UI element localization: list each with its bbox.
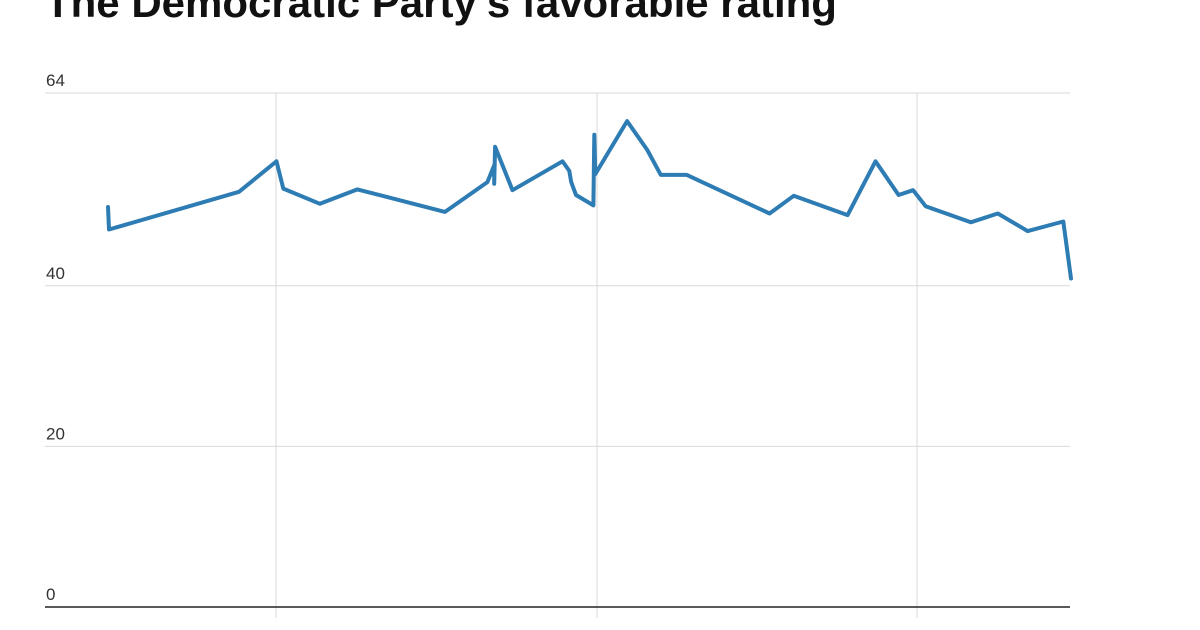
y-tick-labels: 0 20 40 64 [46, 71, 65, 604]
y-tick-label: 64 [46, 71, 65, 90]
y-tick-label: 0 [46, 585, 55, 604]
chart-title: The Democratic Party's favorable rating [45, 0, 837, 26]
y-tick-label: 40 [46, 264, 65, 283]
y-tick-label: 20 [46, 424, 65, 443]
series-group [106, 119, 1073, 281]
horizontal-gridlines [45, 92, 1070, 447]
series-line [106, 119, 1073, 281]
vertical-gridlines [275, 93, 918, 618]
